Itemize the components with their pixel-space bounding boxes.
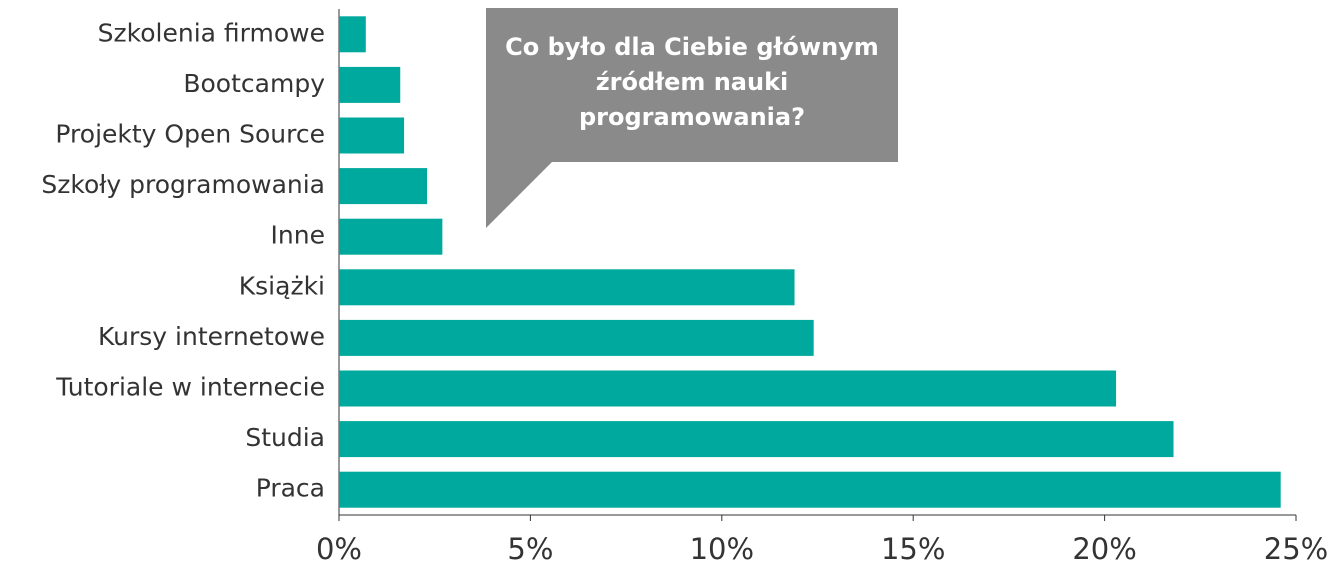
- x-tick-label: 10%: [690, 532, 754, 561]
- bar: [339, 319, 814, 356]
- bar: [339, 370, 1117, 407]
- x-tick-label: 15%: [881, 532, 945, 561]
- y-tick-label: Bootcampy: [183, 69, 325, 98]
- bar: [339, 16, 366, 53]
- y-tick-label: Szkoły programowania: [41, 170, 325, 199]
- y-tick-label: Książki: [239, 271, 325, 300]
- bar: [339, 471, 1281, 508]
- y-tick-label: Kursy internetowe: [98, 322, 325, 351]
- bar: [339, 66, 401, 103]
- y-tick-label: Inne: [271, 221, 325, 250]
- chart-title: Co było dla Ciebie głównym źródłem nauki…: [505, 33, 879, 131]
- y-tick-label: Szkolenia firmowe: [98, 18, 325, 47]
- x-tick-label: 0%: [316, 532, 362, 561]
- bar: [339, 117, 405, 154]
- y-tick-label: Praca: [256, 474, 325, 503]
- y-tick-label: Studia: [245, 423, 325, 452]
- bar: [339, 218, 443, 255]
- y-tick-label: Tutoriale w internecie: [55, 373, 325, 402]
- bar: [339, 421, 1174, 458]
- bar: [339, 269, 795, 306]
- callout: [486, 8, 898, 228]
- x-tick-label: 20%: [1072, 532, 1136, 561]
- x-tick-label: 25%: [1264, 532, 1328, 561]
- y-tick-label: Projekty Open Source: [55, 120, 325, 149]
- bar: [339, 168, 428, 205]
- x-tick-label: 5%: [507, 532, 553, 561]
